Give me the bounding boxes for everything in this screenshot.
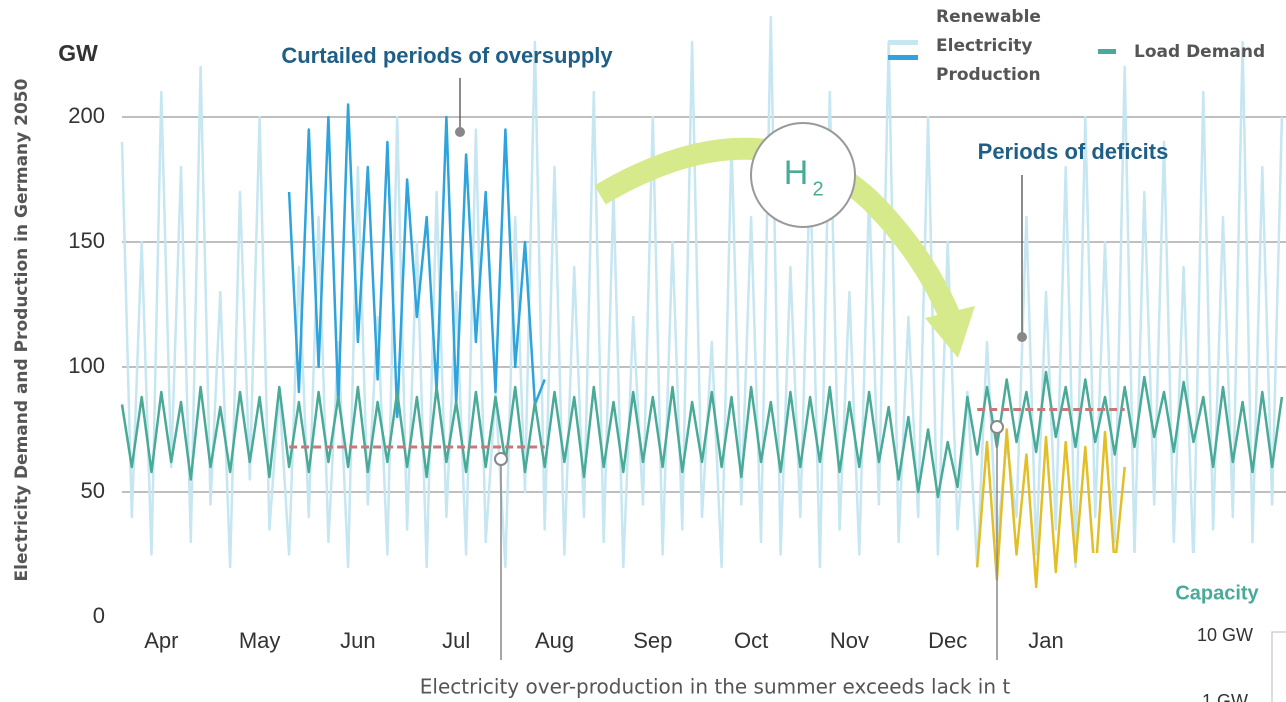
caption: Electricity over-production in the summe… <box>420 675 1011 699</box>
y-tick-label: 150 <box>68 228 105 253</box>
pointer-dot <box>494 452 508 466</box>
annotation: Periods of deficits <box>978 139 1169 164</box>
x-tick-label: Aug <box>535 628 574 653</box>
capacity-title: Capacity <box>1175 582 1259 604</box>
legend: Load Demand <box>888 40 1265 62</box>
x-tick-label: Jan <box>1028 628 1063 653</box>
x-tick-label: May <box>239 628 281 653</box>
y-tick-label: 50 <box>81 478 105 503</box>
series-line <box>120 370 1284 499</box>
legend-swatch <box>888 55 918 60</box>
pointer-dot <box>1017 332 1027 342</box>
capacity-label: 1 GW <box>1202 691 1248 702</box>
x-tick-label: Apr <box>144 628 178 653</box>
y-axis-title: Electricity Demand and Production in Ger… <box>12 78 32 581</box>
h2-circle <box>750 122 856 228</box>
x-tick-label: Dec <box>928 628 967 653</box>
x-tick-label: Jun <box>340 628 375 653</box>
x-tick-label: Nov <box>830 628 869 653</box>
legend-swatch <box>888 40 918 45</box>
capacity-box <box>1271 631 1286 702</box>
legend-swatch <box>1098 49 1116 54</box>
y-unit: GW <box>58 40 98 66</box>
pointer-dot <box>990 420 1004 434</box>
legend-label: Load Demand <box>1134 42 1265 62</box>
x-tick-label: Jul <box>442 628 470 653</box>
capacity-panel <box>1078 553 1286 702</box>
h2-subscript: 2 <box>812 178 823 200</box>
pointer-dot <box>455 127 465 137</box>
y-tick-label: 0 <box>93 603 105 628</box>
annotation: Curtailed periods of oversupply <box>281 43 613 68</box>
plot <box>120 15 1284 589</box>
annotations: H 2 Curtailed periods of oversupply Peri… <box>12 40 1286 702</box>
series-line <box>975 428 1126 589</box>
series-line <box>287 103 546 419</box>
y-tick-label: 200 <box>68 103 105 128</box>
legend-label: Renewable Electricity Production <box>936 7 1041 85</box>
x-tick-label: Sep <box>633 628 672 653</box>
h2-arrow-head <box>925 306 975 358</box>
h2-label: H <box>784 154 809 192</box>
capacity-label: 10 GW <box>1197 625 1253 645</box>
x-tick-label: Oct <box>734 628 768 653</box>
y-tick-label: 100 <box>68 353 105 378</box>
